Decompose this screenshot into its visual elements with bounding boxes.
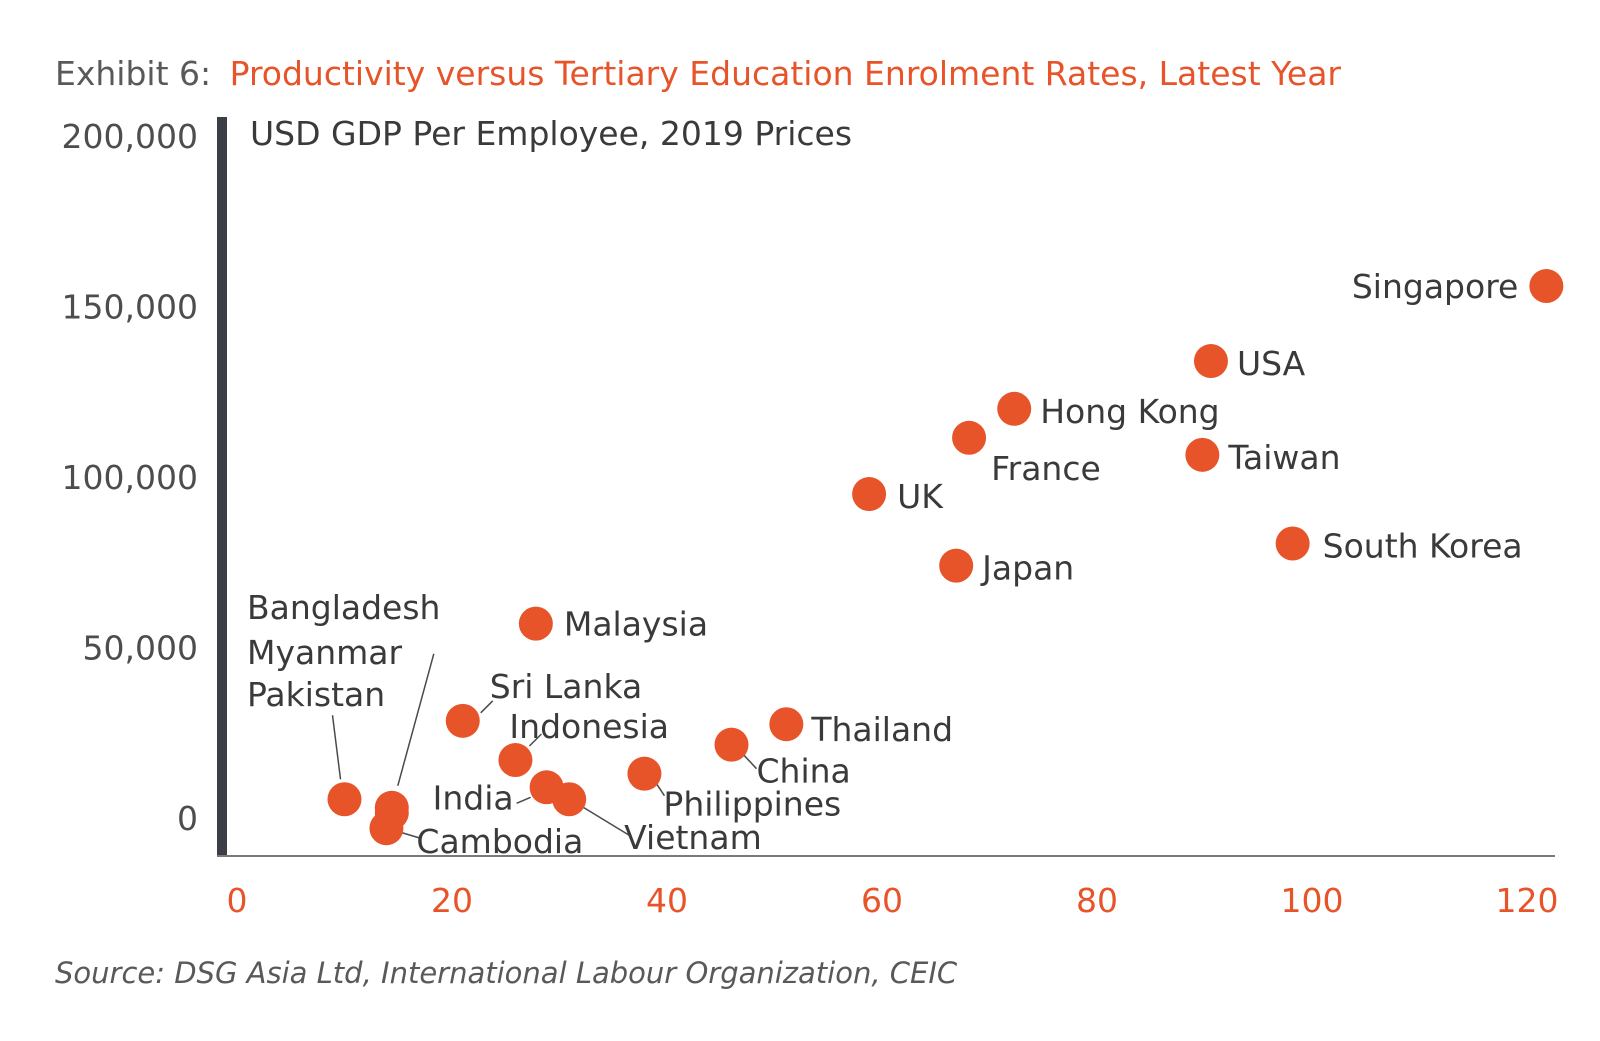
point-label: Bangladesh [247,588,440,627]
data-point [997,391,1032,426]
data-point [1193,344,1228,379]
point-label: Thailand [810,710,953,749]
point-label: China [757,752,851,791]
data-points [327,269,1564,846]
x-tick-label: 0 [227,881,248,920]
y-tick-labels: 0 50,000 100,000 150,000 200,000 [62,117,198,838]
leader-line [582,806,630,836]
point-label: UK [897,477,944,516]
point-label: Singapore [1352,267,1518,306]
leader-line [480,700,494,714]
data-point [445,703,480,738]
data-point [552,782,587,817]
data-point [952,420,987,455]
y-tick-label: 50,000 [83,629,198,668]
chart-title-main: Productivity versus Tertiary Education E… [230,54,1342,93]
point-label: Indonesia [509,707,669,746]
leader-line [742,754,758,770]
x-tick-label: 100 [1281,881,1344,920]
leader-line [655,783,666,797]
point-labels: Singapore USA Hong Kong France Taiwan UK South… [247,267,1523,861]
y-axis-label: USD GDP Per Employee, 2019 Prices [250,114,852,153]
data-point [627,756,662,791]
leader-line [331,715,342,780]
x-tick-labels: 0 20 40 60 80 100 120 [227,881,1559,920]
x-tick-label: 40 [646,881,688,920]
point-label: Malaysia [564,605,708,644]
x-tick-label: 20 [431,881,473,920]
point-label: Pakistan [247,675,385,714]
chart-title: Exhibit 6: Productivity versus Tertiary … [55,54,1341,93]
data-point [498,743,533,778]
y-tick-label: 100,000 [62,458,198,497]
data-point [1275,526,1310,561]
data-point [518,606,553,641]
leader-line [397,653,435,786]
x-tick-label: 120 [1496,881,1559,920]
point-label: USA [1237,344,1306,383]
point-label: Taiwan [1227,438,1340,477]
point-label: Cambodia [416,822,583,861]
data-point [1185,437,1220,472]
data-point [327,782,362,817]
leader-lines [331,653,758,839]
leader-line [400,831,421,839]
y-tick-label: 150,000 [62,288,198,327]
point-label: South Korea [1323,526,1523,565]
y-tick-label: 0 [177,799,198,838]
point-label: Myanmar [247,633,403,672]
source-note: Source: DSG Asia Ltd, International Labo… [55,956,958,990]
point-label: Japan [980,549,1074,588]
point-label: Philippines [663,785,841,824]
x-tick-label: 80 [1076,881,1118,920]
point-label: Vietnam [624,818,762,857]
x-tick-label: 60 [861,881,903,920]
point-label: France [991,449,1101,488]
leader-line [528,733,542,747]
y-tick-label: 200,000 [62,117,198,156]
chart-title-prefix: Exhibit 6: [55,54,211,93]
data-point [369,811,404,846]
data-point [852,477,887,512]
data-point [769,707,804,742]
point-label: Hong Kong [1040,392,1219,431]
point-label: Sri Lanka [490,667,642,706]
data-point [714,727,749,762]
leader-line [516,796,531,804]
data-point [1529,269,1564,304]
point-label: India [433,778,514,817]
data-point [939,548,974,583]
